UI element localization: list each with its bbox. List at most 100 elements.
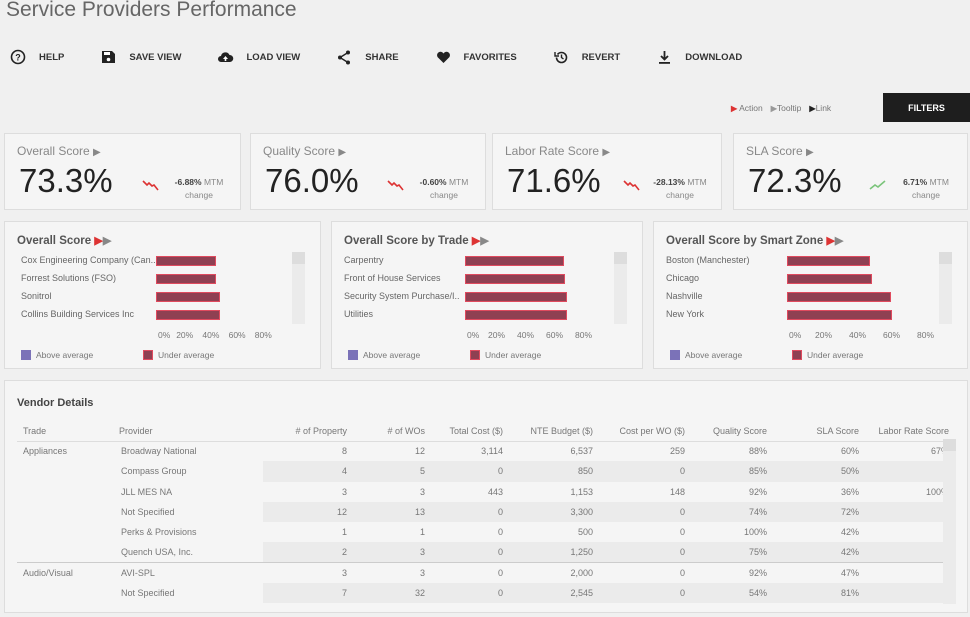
axis-tick: 20% xyxy=(176,330,194,340)
table-cell: 3,114 xyxy=(481,446,503,457)
column-header[interactable]: Total Cost ($) xyxy=(431,421,509,442)
kpi-card-3[interactable]: SLA Score ▶ 72.3% 6.71% MTM change xyxy=(733,133,968,210)
chart-scrollbar[interactable] xyxy=(939,252,952,324)
table-cell: 2 xyxy=(263,542,353,563)
kpi-title: Overall Score ▶ xyxy=(17,144,101,158)
kpi-change: -28.13% MTM change xyxy=(653,177,707,200)
column-header[interactable]: Labor Rate Score xyxy=(865,421,955,442)
load-view-button[interactable]: LOAD VIEW xyxy=(217,49,300,66)
category-label: Forrest Solutions (FSO) xyxy=(21,273,117,283)
table-cell: 0 xyxy=(431,461,509,482)
axis-tick: 60% xyxy=(228,330,246,340)
column-header[interactable]: Provider xyxy=(113,421,263,442)
vendor-details-panel: Vendor Details Trade Provider # of Propert… xyxy=(4,380,968,613)
cloud-upload-icon xyxy=(218,51,234,62)
legend-above: Above average xyxy=(670,350,742,360)
bar-1[interactable] xyxy=(156,274,217,284)
table-cell: 67% xyxy=(930,446,949,457)
axis-tick: 80% xyxy=(254,330,272,340)
table-row[interactable]: Not Specified 12 13 0 3,300 0 74% 72% xyxy=(17,501,955,523)
table-cell: 54% xyxy=(691,583,773,604)
category-label: Boston (Manchester) xyxy=(666,255,750,265)
bar-0[interactable] xyxy=(787,256,871,266)
kpi-title: Labor Rate Score ▶ xyxy=(505,144,611,158)
table-cell: JLL MES NA xyxy=(121,486,173,497)
table-cell: 3 xyxy=(341,486,347,497)
column-header[interactable]: # of Property xyxy=(263,421,353,442)
category-label: Carpentry xyxy=(344,255,384,265)
table-row[interactable]: Quench USA, Inc. 2 3 0 1,250 0 75% 42% xyxy=(17,542,955,563)
kpi-card-2[interactable]: Labor Rate Score ▶ 71.6% -28.13% MTM cha… xyxy=(492,133,722,210)
bar-0[interactable] xyxy=(465,256,564,266)
download-icon xyxy=(659,50,671,64)
bar-2[interactable] xyxy=(156,292,221,302)
table-row[interactable]: Not Specified 7 32 0 2,545 0 54% 81% xyxy=(17,583,955,604)
table-cell: 0 xyxy=(431,562,509,584)
trend-down-icon xyxy=(387,180,404,191)
legend-above: Above average xyxy=(21,350,93,360)
table-scrollbar[interactable] xyxy=(943,439,956,604)
category-label: Security System Purchase/I.. xyxy=(344,291,460,301)
help-icon: ? xyxy=(10,49,26,64)
bar-3[interactable] xyxy=(465,310,567,320)
axis-tick: 40% xyxy=(202,330,220,340)
table-cell: 3 xyxy=(263,562,353,584)
bar-2[interactable] xyxy=(787,292,891,302)
bar-3[interactable] xyxy=(787,310,893,320)
table-cell: 12 xyxy=(414,446,425,457)
table-row[interactable]: JLL MES NA 3 3 443 1,153 148 92% 36% 100% xyxy=(17,482,955,502)
vendor-details-title: Vendor Details xyxy=(17,397,94,409)
save-icon xyxy=(102,50,116,63)
interaction-legend: ▶ Action ▶Tooltip ▶Link xyxy=(731,103,831,113)
column-header[interactable]: SLA Score xyxy=(773,421,865,442)
filters-button[interactable]: FILTERS xyxy=(883,93,970,122)
kpi-value: 72.3% xyxy=(748,162,842,199)
table-cell: 88% xyxy=(748,446,767,457)
column-header[interactable]: NTE Budget ($) xyxy=(509,421,599,442)
chart-scrollbar[interactable] xyxy=(614,252,627,324)
column-header[interactable]: Trade xyxy=(17,421,113,442)
table-cell: 3,300 xyxy=(509,501,599,523)
bar-1[interactable] xyxy=(465,274,566,284)
table-row[interactable]: Audio/Visual AVI-SPL 3 3 0 2,000 0 92% 47% xyxy=(17,562,955,584)
chart-panel-0: Overall Score ▶▶ Cox Engineering Company … xyxy=(4,221,321,369)
category-label: Utilities xyxy=(344,309,374,319)
table-cell: 75% xyxy=(691,542,773,563)
favorites-button[interactable]: FAVORITES xyxy=(435,49,517,66)
axis-tick: 0% xyxy=(467,330,480,340)
download-button[interactable]: DOWNLOAD xyxy=(656,49,742,66)
bar-3[interactable] xyxy=(156,310,221,320)
kpi-change: 6.71% MTM change xyxy=(903,177,949,200)
legend-link: ▶Link xyxy=(809,103,832,113)
bar-1[interactable] xyxy=(787,274,872,284)
share-button[interactable]: SHARE xyxy=(336,49,399,66)
table-row[interactable]: Perks & Provisions 1 1 0 500 0 100% 42% xyxy=(17,522,955,542)
trend-down-icon xyxy=(623,180,640,191)
table-cell: 50% xyxy=(773,461,865,482)
column-header[interactable]: # of WOs xyxy=(353,421,431,442)
save-view-button[interactable]: SAVE VIEW xyxy=(100,49,181,66)
bar-0[interactable] xyxy=(156,256,217,266)
kpi-change: -0.60% MTM change xyxy=(419,177,469,200)
kpi-value: 73.3% xyxy=(19,162,113,199)
chart-scrollbar[interactable] xyxy=(292,252,305,324)
help-button[interactable]: ? HELP xyxy=(10,49,64,66)
heart-icon xyxy=(436,51,450,63)
table-cell: 3 xyxy=(353,542,431,563)
legend-under: Under average xyxy=(470,350,541,360)
svg-text:?: ? xyxy=(15,52,21,62)
column-header[interactable]: Cost per WO ($) xyxy=(599,421,691,442)
category-label: Collins Building Services Inc xyxy=(21,309,135,319)
table-cell: 850 xyxy=(509,461,599,482)
kpi-card-1[interactable]: Quality Score ▶ 76.0% -0.60% MTM change xyxy=(250,133,486,210)
kpi-card-0[interactable]: Overall Score ▶ 73.3% -6.88% MTM change xyxy=(4,133,241,210)
axis-tick: 20% xyxy=(488,330,506,340)
table-row[interactable]: Compass Group 4 5 0 850 0 85% 50% xyxy=(17,461,955,482)
bar-2[interactable] xyxy=(465,292,567,302)
legend-action: ▶ Action xyxy=(731,103,763,113)
category-label: Front of House Services xyxy=(344,273,441,283)
table-row[interactable]: Appliances Broadway National 8 12 3,114 6,537… xyxy=(17,441,955,461)
table-cell: 1 xyxy=(341,527,347,538)
column-header[interactable]: Quality Score xyxy=(691,421,773,442)
revert-button[interactable]: REVERT xyxy=(553,49,620,66)
